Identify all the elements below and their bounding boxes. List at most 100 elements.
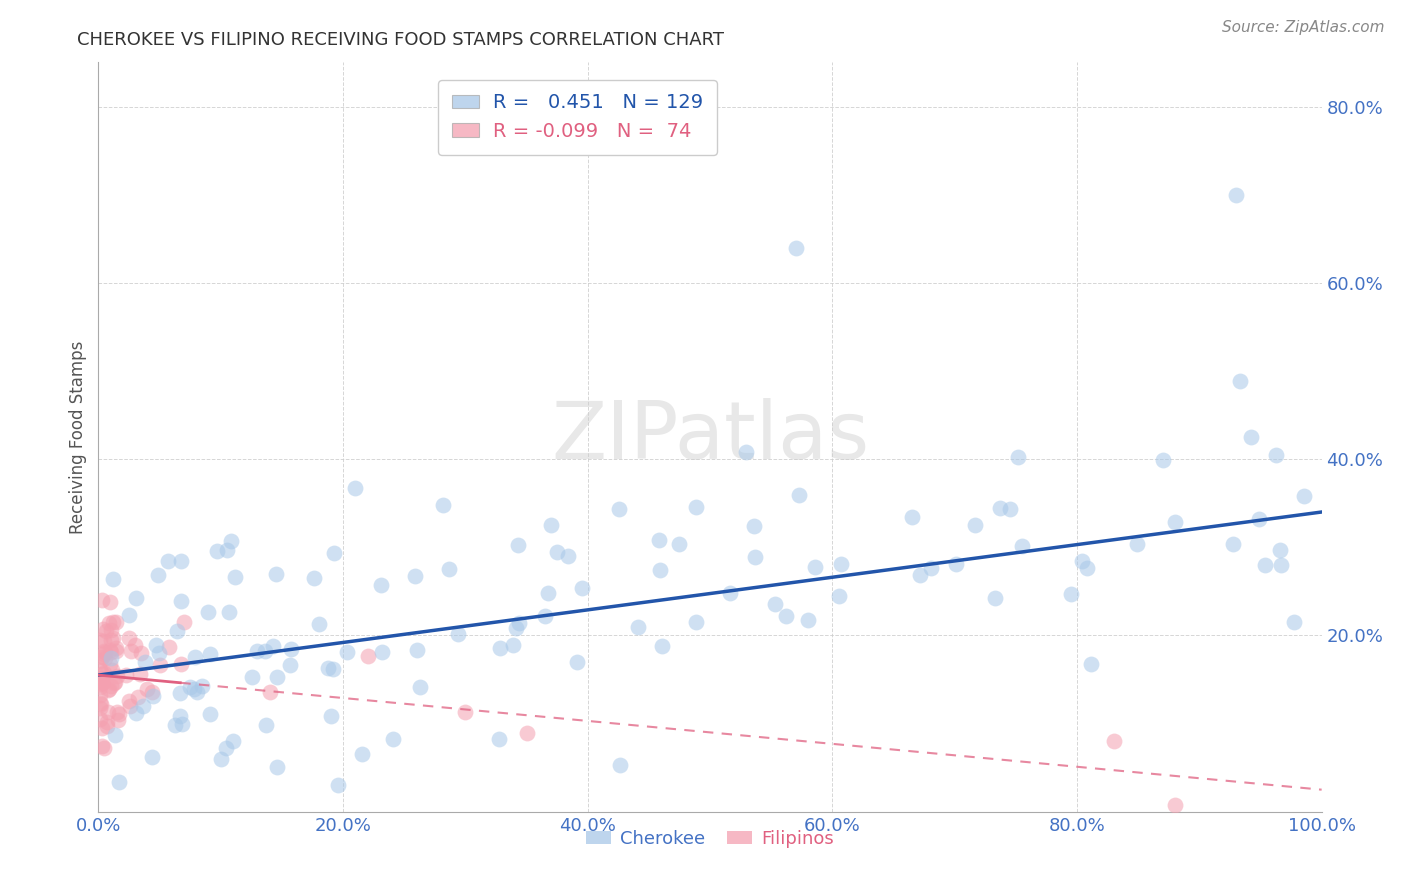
Point bbox=[1249, 511, 1271, 525]
Point bbox=[89, 654, 111, 668]
Point bbox=[505, 621, 527, 635]
Point bbox=[356, 648, 378, 663]
Point bbox=[254, 718, 277, 732]
Point bbox=[183, 682, 205, 697]
Point bbox=[124, 638, 146, 652]
Point bbox=[100, 623, 122, 637]
Point bbox=[90, 667, 112, 681]
Point bbox=[988, 500, 1011, 515]
Point bbox=[129, 666, 152, 681]
Point bbox=[118, 699, 141, 714]
Point bbox=[963, 517, 986, 532]
Point bbox=[200, 707, 222, 722]
Point bbox=[129, 647, 152, 661]
Point bbox=[685, 500, 707, 515]
Point bbox=[984, 591, 1007, 605]
Point bbox=[107, 707, 129, 722]
Point bbox=[157, 640, 180, 655]
Point bbox=[316, 661, 339, 675]
Point bbox=[149, 657, 172, 672]
Point bbox=[179, 680, 201, 694]
Point bbox=[186, 684, 208, 698]
Point bbox=[371, 644, 394, 658]
Point bbox=[96, 719, 118, 733]
Point bbox=[651, 639, 673, 653]
Point bbox=[217, 543, 239, 558]
Point bbox=[323, 546, 346, 560]
Point bbox=[93, 666, 115, 681]
Point bbox=[100, 663, 122, 677]
Point bbox=[437, 562, 460, 576]
Point bbox=[534, 609, 557, 624]
Point bbox=[1076, 561, 1098, 575]
Point bbox=[94, 624, 117, 639]
Point bbox=[89, 632, 111, 647]
Point bbox=[97, 683, 120, 698]
Point bbox=[132, 698, 155, 713]
Point bbox=[266, 760, 288, 774]
Point bbox=[1164, 516, 1187, 530]
Point bbox=[1080, 657, 1102, 672]
Point bbox=[266, 670, 288, 684]
Point bbox=[567, 655, 589, 669]
Point bbox=[668, 537, 690, 551]
Point bbox=[1222, 537, 1244, 551]
Point bbox=[90, 739, 112, 754]
Point bbox=[107, 705, 129, 719]
Point bbox=[98, 657, 121, 671]
Point bbox=[571, 582, 593, 596]
Point bbox=[685, 615, 707, 630]
Point bbox=[163, 718, 186, 732]
Point bbox=[1102, 733, 1125, 747]
Point bbox=[609, 502, 631, 516]
Point bbox=[89, 688, 111, 702]
Point bbox=[222, 734, 245, 748]
Point bbox=[169, 594, 191, 608]
Point bbox=[537, 586, 560, 600]
Point bbox=[104, 728, 127, 742]
Point bbox=[98, 642, 121, 657]
Point bbox=[127, 690, 149, 704]
Point bbox=[100, 633, 122, 648]
Point bbox=[141, 685, 163, 699]
Point bbox=[508, 538, 530, 552]
Point bbox=[830, 558, 852, 572]
Point bbox=[93, 647, 115, 661]
Point bbox=[89, 680, 111, 694]
Point bbox=[96, 715, 118, 730]
Point bbox=[1270, 558, 1292, 573]
Point bbox=[125, 706, 148, 721]
Point bbox=[89, 676, 111, 690]
Point bbox=[89, 663, 111, 677]
Point bbox=[1229, 374, 1251, 388]
Point bbox=[920, 561, 942, 575]
Legend: Cherokee, Filipinos: Cherokee, Filipinos bbox=[579, 822, 841, 855]
Point bbox=[105, 641, 128, 656]
Point bbox=[1070, 554, 1092, 568]
Point bbox=[169, 686, 191, 700]
Point bbox=[998, 501, 1021, 516]
Point bbox=[280, 642, 302, 657]
Point bbox=[609, 757, 631, 772]
Point bbox=[344, 481, 367, 495]
Point bbox=[104, 615, 127, 629]
Point bbox=[488, 731, 510, 746]
Point bbox=[1268, 542, 1291, 557]
Point bbox=[93, 650, 115, 665]
Point bbox=[191, 679, 214, 693]
Point bbox=[184, 650, 207, 665]
Point bbox=[215, 740, 238, 755]
Point bbox=[319, 709, 342, 723]
Point bbox=[90, 673, 112, 687]
Point bbox=[502, 639, 524, 653]
Point bbox=[101, 615, 124, 629]
Point bbox=[1265, 449, 1288, 463]
Point bbox=[1007, 450, 1029, 464]
Point bbox=[90, 593, 112, 607]
Point bbox=[1282, 615, 1305, 629]
Point bbox=[404, 568, 426, 582]
Point bbox=[107, 775, 129, 789]
Point bbox=[170, 554, 193, 568]
Point bbox=[93, 644, 115, 658]
Point bbox=[104, 674, 127, 689]
